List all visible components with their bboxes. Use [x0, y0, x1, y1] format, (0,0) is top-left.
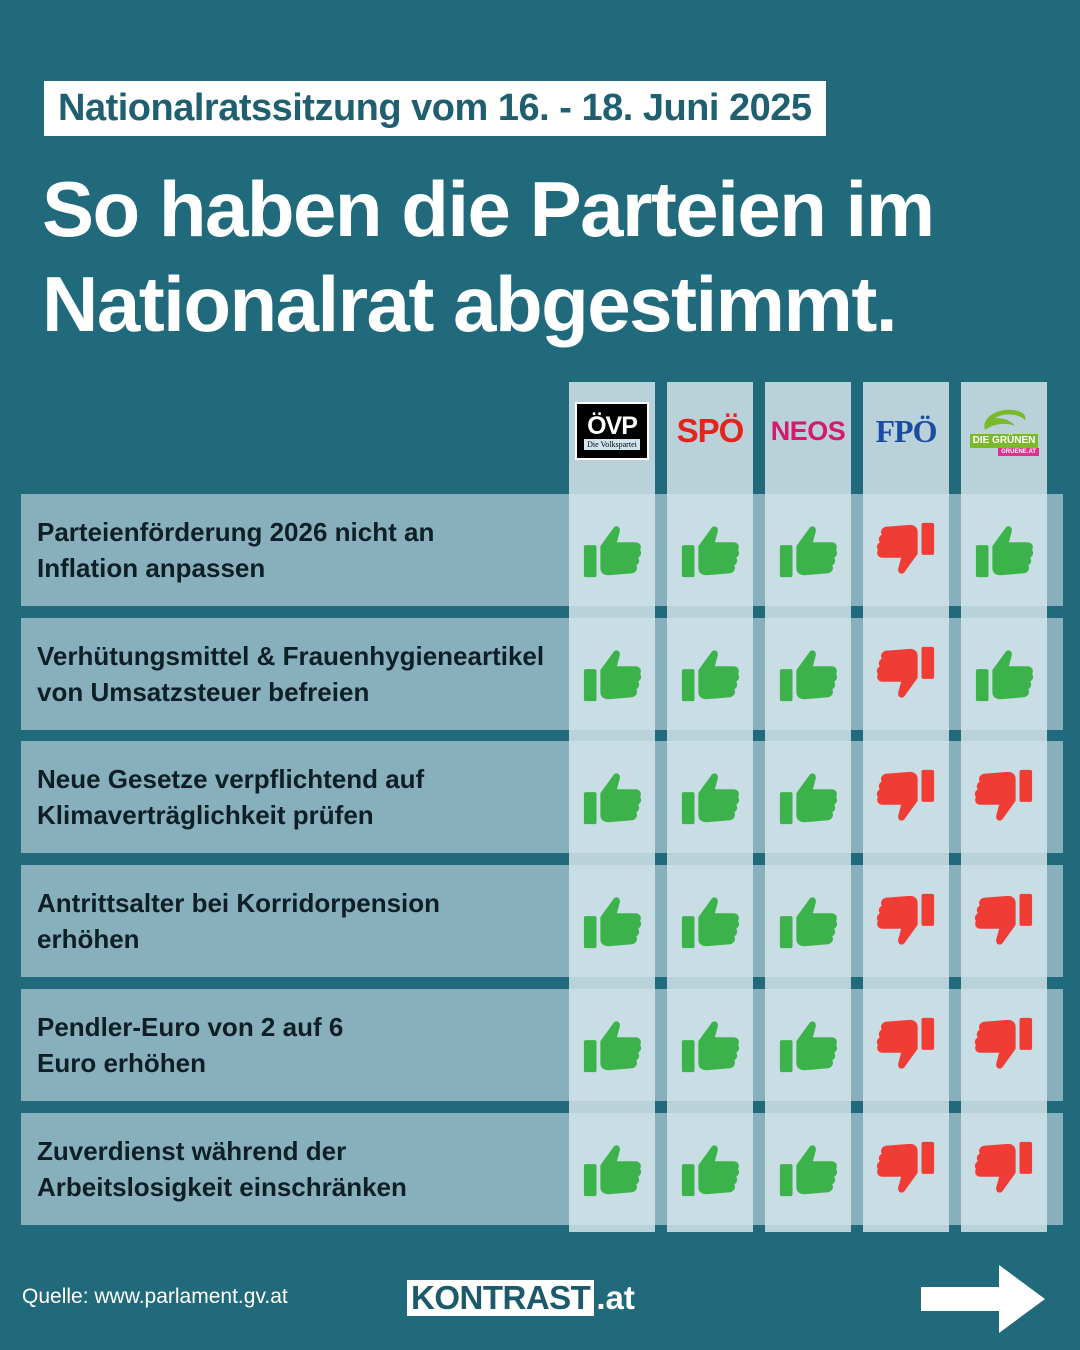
thumbs-down-icon [875, 890, 937, 952]
vote-cell-fpoe [863, 618, 949, 730]
vote-cell-gruene [961, 1113, 1047, 1225]
kontrast-logo-tld: .at [596, 1279, 635, 1316]
vote-row: Verhütungsmittel & Frauenhygieneartikel … [21, 618, 1063, 730]
thumbs-down-icon [875, 1138, 937, 1200]
vote-row-label: Zuverdienst während der Arbeitslosigkeit… [37, 1136, 407, 1202]
vote-row-label: Parteienförderung 2026 nicht an Inflatio… [37, 517, 435, 583]
thumbs-down-icon [875, 1014, 937, 1076]
vote-cell-fpoe [863, 494, 949, 606]
vote-row: Antrittsalter bei Korridorpension erhöhe… [21, 865, 1063, 977]
thumbs-up-icon [679, 890, 741, 952]
kontrast-logo[interactable]: KONTRAST .at [407, 1279, 635, 1317]
oevp-logo-text: ÖVP [587, 411, 638, 440]
thumbs-down-icon [875, 519, 937, 581]
vote-cell-gruene [961, 494, 1047, 606]
fpoe-logo: FPÖ [863, 398, 949, 464]
thumbs-down-icon [973, 766, 1035, 828]
thumbs-down-icon [973, 1014, 1035, 1076]
thumbs-down-icon [973, 890, 1035, 952]
vote-cell-gruene [961, 618, 1047, 730]
gruene-logo-subtext: GRUENE.AT [998, 448, 1039, 456]
vote-cell-oevp [569, 494, 655, 606]
oevp-logo: ÖVP Die Volkspartei [569, 398, 655, 464]
thumbs-up-icon [777, 1014, 839, 1076]
thumbs-up-icon [679, 519, 741, 581]
thumbs-up-icon [581, 1138, 643, 1200]
thumbs-up-icon [581, 766, 643, 828]
vote-cell-neos [765, 618, 851, 730]
vote-row: Neue Gesetze verpflichtend auf Klimavert… [21, 741, 1063, 853]
vote-row: Zuverdienst während der Arbeitslosigkeit… [21, 1113, 1063, 1225]
vote-row-label: Neue Gesetze verpflichtend auf Klimavert… [37, 764, 425, 830]
vote-cell-neos [765, 741, 851, 853]
vote-cell-neos [765, 494, 851, 606]
thumbs-down-icon [875, 643, 937, 705]
source-note: Quelle: www.parlament.gv.at [22, 1285, 288, 1308]
vote-row-label: Antrittsalter bei Korridorpension erhöhe… [37, 888, 441, 954]
arrow-right-icon[interactable] [921, 1265, 1045, 1333]
oevp-logo-subtext: Die Volkspartei [584, 438, 640, 450]
thumbs-up-icon [679, 643, 741, 705]
vote-cell-neos [765, 989, 851, 1101]
gruene-swoosh-icon [984, 409, 1026, 430]
vote-cell-oevp [569, 865, 655, 977]
spoe-logo-text: SPÖ [676, 412, 745, 449]
vote-cell-oevp [569, 741, 655, 853]
thumbs-up-icon [777, 643, 839, 705]
vote-cell-spoe [667, 741, 753, 853]
vote-cell-neos [765, 1113, 851, 1225]
thumbs-up-icon [581, 643, 643, 705]
neos-logo: NEOS [765, 398, 851, 464]
thumbs-up-icon [679, 766, 741, 828]
page-title: So haben die Parteien im Nationalrat abg… [42, 165, 935, 348]
thumbs-up-icon [973, 519, 1035, 581]
thumbs-up-icon [777, 1138, 839, 1200]
vote-cell-gruene [961, 741, 1047, 853]
vote-cell-spoe [667, 494, 753, 606]
vote-cell-spoe [667, 865, 753, 977]
vote-cell-fpoe [863, 865, 949, 977]
thumbs-up-icon [581, 1014, 643, 1076]
thumbs-up-icon [777, 890, 839, 952]
vote-cell-oevp [569, 618, 655, 730]
vote-row-label: Pendler-Euro von 2 auf 6 Euro erhöhen [37, 1012, 344, 1078]
vote-row: Parteienförderung 2026 nicht an Inflatio… [21, 494, 1063, 606]
vote-cell-spoe [667, 989, 753, 1101]
vote-cell-gruene [961, 865, 1047, 977]
vote-cell-gruene [961, 989, 1047, 1101]
thumbs-up-icon [581, 890, 643, 952]
vote-cell-spoe [667, 618, 753, 730]
vote-cell-oevp [569, 1113, 655, 1225]
gruene-logo-text: DIE GRÜNEN [969, 434, 1039, 448]
vote-cell-neos [765, 865, 851, 977]
fpoe-logo-text: FPÖ [875, 412, 938, 449]
thumbs-up-icon [581, 519, 643, 581]
thumbs-up-icon [679, 1014, 741, 1076]
thumbs-down-icon [973, 1138, 1035, 1200]
vote-cell-fpoe [863, 989, 949, 1101]
vote-cell-fpoe [863, 741, 949, 853]
thumbs-up-icon [973, 643, 1035, 705]
neos-logo-text: NEOS [770, 415, 846, 446]
vote-cell-oevp [569, 989, 655, 1101]
thumbs-up-icon [777, 766, 839, 828]
vote-cell-fpoe [863, 1113, 949, 1225]
thumbs-up-icon [777, 519, 839, 581]
session-date-label: Nationalratssitzung vom 16. - 18. Juni 2… [44, 81, 826, 136]
thumbs-up-icon [679, 1138, 741, 1200]
kontrast-logo-text: KONTRAST [407, 1280, 595, 1316]
vote-cell-spoe [667, 1113, 753, 1225]
thumbs-down-icon [875, 766, 937, 828]
vote-row-label: Verhütungsmittel & Frauenhygieneartikel … [37, 641, 545, 707]
vote-row: Pendler-Euro von 2 auf 6 Euro erhöhen [21, 989, 1063, 1101]
spoe-logo: SPÖ [667, 398, 753, 464]
gruene-logo: DIE GRÜNEN GRUENE.AT [961, 398, 1047, 464]
